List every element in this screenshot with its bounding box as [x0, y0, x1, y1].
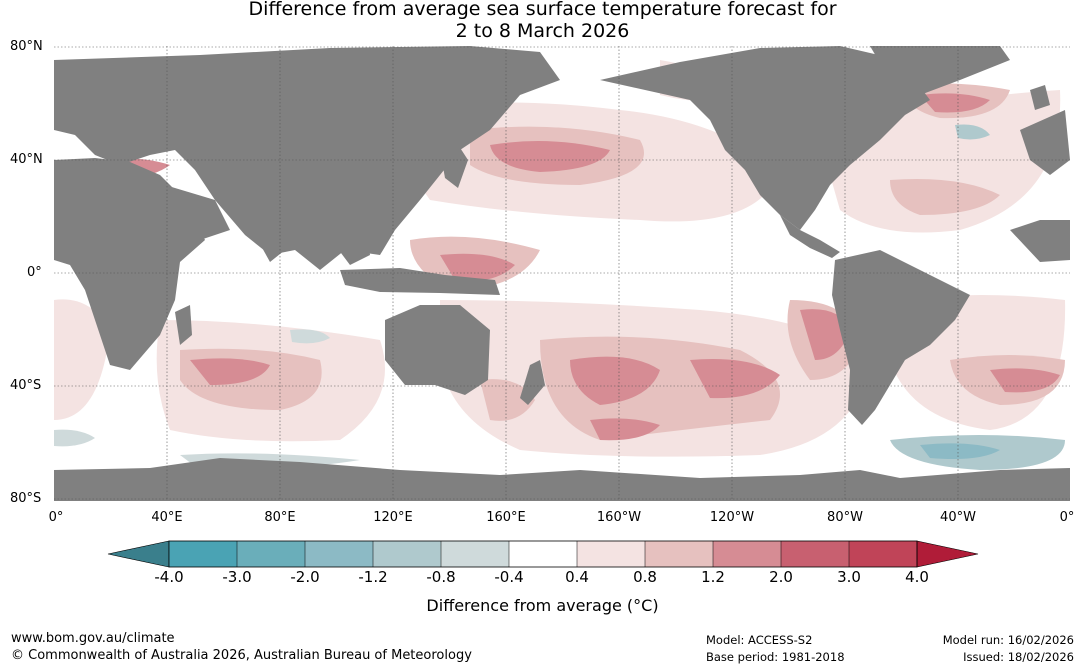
- anomaly-cool-indian: [290, 329, 330, 344]
- lat-label-40s: 40°S: [10, 378, 42, 393]
- lon-label-120w: 120°W: [709, 510, 755, 525]
- lon-label-40e: 40°E: [151, 510, 183, 525]
- colorbar-low-extension: [107, 540, 170, 568]
- land-madagascar: [175, 305, 192, 345]
- lon-label-0-east: 0°: [1059, 510, 1075, 525]
- anomaly-warm-mid-tasman: [480, 379, 535, 421]
- land-greenland: [870, 46, 1010, 95]
- lon-label-80e: 80°E: [264, 510, 296, 525]
- land-japan: [440, 140, 468, 188]
- colorbar-label: Difference from average (°C): [426, 596, 659, 615]
- colorbar-tick: 0.8: [633, 568, 657, 586]
- colorbar-segment: [237, 541, 305, 567]
- title-line-2: 2 to 8 March 2026: [455, 20, 630, 42]
- anomaly-warm-light-west-indian: [54, 299, 110, 420]
- anomaly-warm-strong-south-atlantic: [990, 368, 1060, 393]
- land-indonesia: [340, 268, 500, 295]
- colorbar-segment: [509, 541, 577, 567]
- land-australia: [385, 305, 490, 395]
- lon-label-80w: 80°W: [827, 510, 863, 525]
- colorbar-tick: 3.0: [837, 568, 861, 586]
- lat-label-0: 0°: [27, 265, 42, 280]
- land-north-america: [600, 46, 930, 230]
- colorbar-segment: [645, 541, 713, 567]
- land-europe-west: [1020, 110, 1070, 175]
- land-uk: [1030, 85, 1050, 110]
- lon-label-0-west: 0°: [48, 510, 64, 525]
- anomaly-cool-southern-ocean-core: [920, 443, 1000, 459]
- colorbar-segment: [169, 541, 237, 567]
- land-antarctica: [54, 458, 1070, 501]
- anomaly-warm-strong-kuroshio: [490, 141, 610, 172]
- colorbar-tick: 2.0: [769, 568, 793, 586]
- colorbar: [107, 540, 979, 568]
- footer-website: www.bom.gov.au/climate: [11, 631, 175, 646]
- colorbar-segment: [849, 541, 917, 567]
- colorbar-tick: -0.4: [494, 568, 524, 586]
- land-new-zealand: [520, 360, 545, 405]
- anomaly-warm-strong-peru: [800, 309, 850, 360]
- land-africa-west: [1010, 220, 1070, 262]
- anomaly-warm-strong-south-central-pacific: [570, 356, 660, 405]
- lon-label-160e: 160°E: [486, 510, 526, 525]
- colorbar-high-extension: [916, 540, 979, 568]
- colorbar-segment: [441, 541, 509, 567]
- colorbar-tick: -0.8: [426, 568, 456, 586]
- footer-model: Model: ACCESS-S2: [706, 633, 813, 647]
- colorbar-tick: -1.2: [358, 568, 388, 586]
- anomaly-warm-strong-north-atlantic: [920, 93, 990, 113]
- land-eurasia: [54, 46, 560, 270]
- lat-label-80s: 80°S: [10, 491, 42, 506]
- colorbar-segment: [305, 541, 373, 567]
- anomaly-warm-mid-gulf-stream: [890, 179, 1000, 215]
- land-india: [245, 205, 300, 262]
- colorbar-tick: -2.0: [290, 568, 320, 586]
- footer-base-period: Base period: 1981-2018: [706, 650, 845, 664]
- land-arabia: [165, 185, 230, 240]
- colorbar-tick: 0.4: [565, 568, 589, 586]
- colorbar-tick: 4.0: [905, 568, 929, 586]
- colorbar-tick: -3.0: [222, 568, 252, 586]
- anomaly-warm-strong-indian: [190, 358, 270, 385]
- anomaly-cool-west-indian: [54, 429, 95, 447]
- colorbar-segment: [781, 541, 849, 567]
- anomaly-cool-north-atlantic: [955, 124, 990, 140]
- land-central-america: [780, 215, 840, 258]
- colorbar-segment: [577, 541, 645, 567]
- lat-label-80n: 80°N: [10, 39, 43, 54]
- lon-label-160w: 160°W: [596, 510, 642, 525]
- anomaly-warm-strong-west-pacific: [440, 253, 515, 281]
- graticule: [54, 46, 1070, 501]
- lon-label-120e: 120°E: [373, 510, 413, 525]
- land-south-america: [832, 250, 970, 425]
- colorbar-segment: [373, 541, 441, 567]
- anomaly-warm-strong-southern-ocean: [590, 418, 660, 441]
- colorbar-segment: [713, 541, 781, 567]
- lat-label-40n: 40°N: [10, 152, 43, 167]
- land-southeast-asia: [330, 215, 370, 265]
- footer-copyright: © Commonwealth of Australia 2026, Austra…: [11, 648, 472, 663]
- footer-issued: Issued: 18/02/2026: [963, 650, 1074, 664]
- colorbar-tick: -4.0: [154, 568, 184, 586]
- colorbar-outline: [168, 540, 918, 568]
- title-line-1: Difference from average sea surface temp…: [248, 0, 837, 20]
- footer-model-run: Model run: 16/02/2026: [942, 633, 1074, 647]
- anomaly-warm-strong-south-east-pacific: [690, 359, 780, 399]
- lon-label-40w: 40°W: [940, 510, 976, 525]
- colorbar-tick: 1.2: [701, 568, 725, 586]
